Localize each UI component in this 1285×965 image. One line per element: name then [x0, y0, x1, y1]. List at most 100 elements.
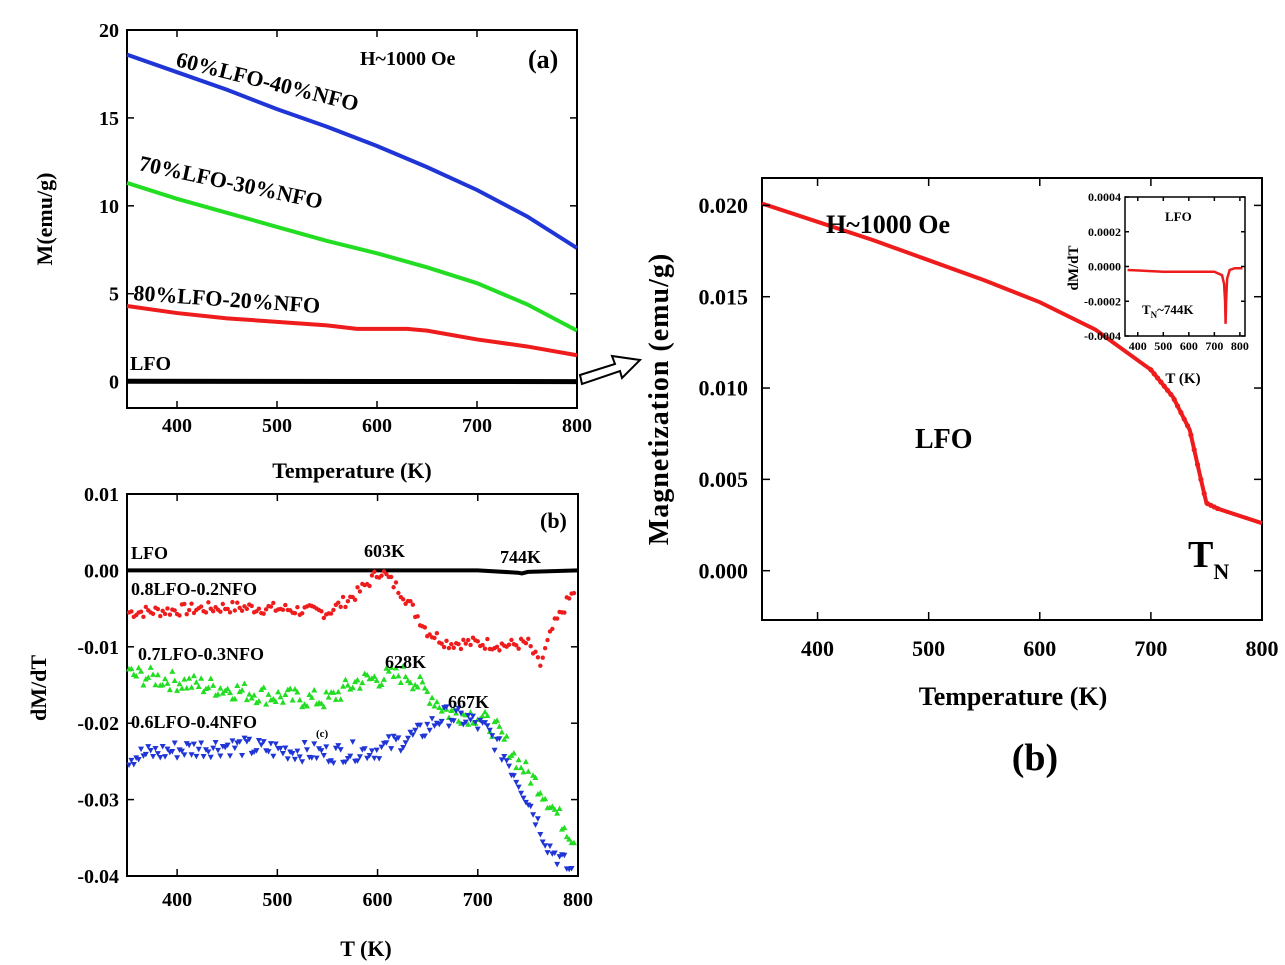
data-point	[538, 663, 543, 668]
data-point	[354, 758, 361, 764]
data-point	[308, 755, 315, 761]
annotation-628k: 628K	[385, 652, 426, 672]
data-point	[537, 790, 544, 796]
data-point	[390, 733, 397, 740]
x-tick-label: 400	[162, 415, 192, 437]
data-point	[138, 746, 145, 753]
panel-b-right-chart: 400 500 600 700 800 0.000 0.005 0.010 0.015 0.020…	[644, 177, 1279, 779]
data-point	[496, 723, 503, 729]
data-point	[342, 759, 349, 765]
data-point	[458, 646, 464, 652]
annotation-c: (c)	[316, 728, 329, 740]
data-point	[224, 742, 231, 749]
data-point	[438, 708, 445, 714]
data-point	[501, 754, 508, 760]
data-point	[467, 717, 474, 723]
data-point	[393, 580, 399, 585]
x-tick-label: 700	[463, 889, 493, 911]
data-point	[227, 689, 234, 696]
y-tick-label: 0.01	[84, 484, 119, 506]
data-point	[489, 733, 496, 739]
data-point	[320, 703, 327, 710]
y-tick-label: 0.0004	[1088, 190, 1121, 204]
data-point	[352, 597, 358, 603]
data-point	[378, 681, 385, 687]
y-tick-label: 20	[99, 20, 119, 42]
data-point	[463, 641, 468, 646]
data-point	[421, 684, 428, 691]
data-point	[506, 763, 513, 770]
data-point	[227, 753, 234, 759]
y-tick-label: 10	[99, 196, 119, 218]
data-point	[438, 718, 445, 725]
data-point	[152, 745, 159, 752]
data-point	[164, 746, 171, 753]
data-point	[171, 677, 178, 684]
x-tick-label: 800	[1246, 636, 1279, 661]
data-point	[496, 736, 503, 742]
data-point	[383, 740, 390, 746]
data-point	[525, 768, 532, 774]
data-point	[556, 805, 563, 812]
data-point	[449, 641, 454, 647]
data-point	[419, 678, 426, 685]
data-point	[318, 700, 325, 706]
data-point	[515, 756, 522, 763]
data-point	[319, 609, 324, 614]
data-point	[212, 740, 219, 746]
data-point	[303, 702, 310, 709]
data-point	[162, 675, 169, 682]
data-point	[253, 699, 260, 706]
data-point	[445, 723, 452, 730]
data-point	[1158, 379, 1164, 385]
panel-b-left-series	[126, 568, 579, 873]
data-point	[311, 741, 318, 747]
data-point	[129, 609, 134, 614]
data-point	[150, 753, 157, 760]
data-point	[443, 704, 450, 710]
data-point	[431, 702, 438, 709]
data-point	[376, 756, 383, 762]
data-point	[174, 687, 181, 693]
data-point	[446, 645, 452, 651]
data-point	[235, 600, 240, 605]
data-point	[335, 743, 342, 749]
x-tick-label: 600	[1180, 339, 1198, 353]
data-point	[283, 602, 288, 608]
data-point	[1151, 371, 1157, 377]
data-point	[409, 732, 416, 738]
data-point	[246, 691, 253, 697]
data-point	[145, 744, 152, 750]
x-tick-label: 600	[363, 889, 393, 911]
data-point	[571, 590, 577, 596]
data-point	[549, 803, 556, 809]
data-point	[515, 784, 522, 791]
data-point	[522, 758, 529, 765]
data-point	[509, 637, 514, 643]
data-point	[397, 679, 404, 686]
data-point	[340, 594, 346, 600]
y-tick-label: -0.02	[77, 713, 119, 735]
panel-b-right-sample-label: LFO	[915, 424, 973, 455]
data-point	[468, 642, 473, 648]
data-point	[154, 751, 161, 757]
data-point	[482, 646, 488, 651]
data-point	[1174, 403, 1181, 409]
data-point	[432, 635, 437, 641]
data-point	[272, 698, 279, 705]
data-point	[217, 753, 224, 759]
x-tick-label: 500	[912, 636, 945, 661]
panel-a-label: (a)	[528, 45, 558, 74]
bl-series-label-08: 0.8LFO-0.2NFO	[131, 579, 257, 599]
data-point	[332, 696, 339, 702]
data-point	[1168, 391, 1174, 398]
data-point	[388, 746, 395, 752]
data-point	[291, 685, 298, 692]
data-point	[176, 680, 183, 687]
inset-series-line	[1127, 266, 1243, 324]
y-tick-label: -0.03	[77, 790, 119, 812]
data-point	[268, 604, 274, 609]
data-point	[484, 712, 491, 718]
data-point	[141, 614, 146, 620]
tn-label: TN	[1188, 534, 1229, 584]
